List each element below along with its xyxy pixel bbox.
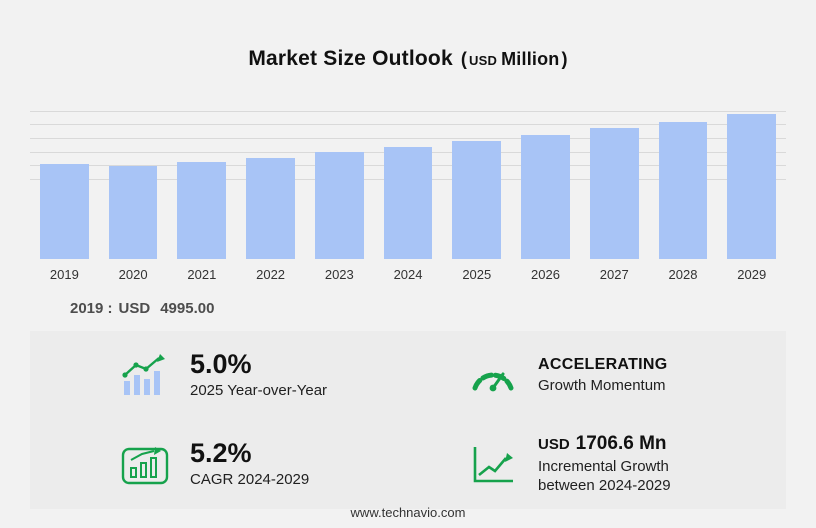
plot-area [30, 107, 786, 259]
incremental-value: 1706.6 Mn [575, 433, 667, 455]
stat-momentum: ACCELERATING Growth Momentum [408, 355, 786, 397]
bar-2026 [521, 134, 570, 259]
page-title-unit: (USD Million) [461, 36, 568, 72]
stat-yoy: 5.0% 2025 Year-over-Year [30, 348, 408, 401]
bar-2028 [658, 121, 708, 259]
close-paren: ) [561, 49, 568, 69]
bar-chart: 2019 2020 2021 2022 2023 2024 2025 2026 2027 2028… [30, 107, 786, 282]
incremental-headline: USD 1706.6 Mn [538, 433, 671, 455]
x-axis-label-2026: 2026 [531, 267, 560, 282]
momentum-label: Growth Momentum [538, 377, 666, 395]
bar-2024 [383, 146, 433, 259]
incremental-growth-icon [466, 442, 520, 488]
stat-cagr: 5.2% CAGR 2024-2029 [30, 437, 408, 490]
cagr-value: 5.2% [190, 437, 252, 468]
x-axis-label-2025: 2025 [462, 267, 492, 282]
bar-2027 [589, 128, 639, 259]
stat-incremental: USD 1706.6 Mn Incremental Growth between … [408, 433, 786, 496]
yoy-value: 5.0% [190, 348, 252, 379]
bars [30, 107, 786, 259]
x-axis-label-2022: 2022 [256, 267, 286, 282]
bar-growth-icon [118, 353, 172, 399]
gridline [30, 137, 786, 139]
bar-2029 [727, 114, 777, 259]
incremental-label-line2: between 2024-2029 [538, 477, 671, 494]
x-axis-label-2023: 2023 [324, 267, 354, 282]
bar-2021 [177, 162, 227, 259]
annotation-currency: USD [118, 300, 151, 317]
x-axis-label-2020: 2020 [118, 267, 148, 282]
speedometer-icon [466, 355, 520, 397]
bar-2020 [108, 165, 158, 259]
cagr-label: CAGR 2024-2029 [190, 471, 310, 489]
bar-2025 [452, 140, 502, 259]
x-axis-labels: 2019 2020 2021 2022 2023 2024 2025 2026 2027 2028… [30, 267, 786, 282]
x-axis-label-2028: 2028 [668, 267, 698, 282]
annotation-value: 4995.00 [160, 300, 215, 317]
x-axis-label-2024: 2024 [393, 267, 423, 282]
x-axis-label-2021: 2021 [187, 267, 217, 282]
x-axis-label-2029: 2029 [737, 267, 767, 282]
page-title: Market Size Outlook (USD Million) [0, 0, 816, 73]
annotation-year: 2019 : [70, 300, 113, 317]
yoy-label: 2025 Year-over-Year [190, 382, 328, 400]
baseline-annotation: 2019 : USD 4995.00 [70, 300, 816, 317]
website-url: www.technavio.com [350, 505, 466, 520]
bar-2023 [314, 152, 364, 259]
stats-panel: 5.0% 2025 Year-over-Year ACCELERATING Gr… [30, 331, 786, 509]
x-axis-label-2027: 2027 [599, 267, 629, 282]
momentum-value: ACCELERATING [538, 356, 668, 374]
cagr-chart-icon [118, 442, 172, 488]
x-axis-label-2019: 2019 [49, 267, 79, 282]
incremental-label-line1: Incremental Growth [538, 458, 669, 476]
gridline [30, 110, 786, 112]
bar-2019 [40, 164, 89, 259]
gridline [30, 124, 786, 126]
incremental-currency: USD [538, 436, 570, 454]
open-paren: ( [460, 49, 468, 69]
page-title-main: Market Size Outlook [248, 47, 453, 70]
unit-currency: USD [469, 53, 498, 68]
bar-2022 [246, 157, 295, 259]
unit-label: Million [501, 49, 560, 69]
